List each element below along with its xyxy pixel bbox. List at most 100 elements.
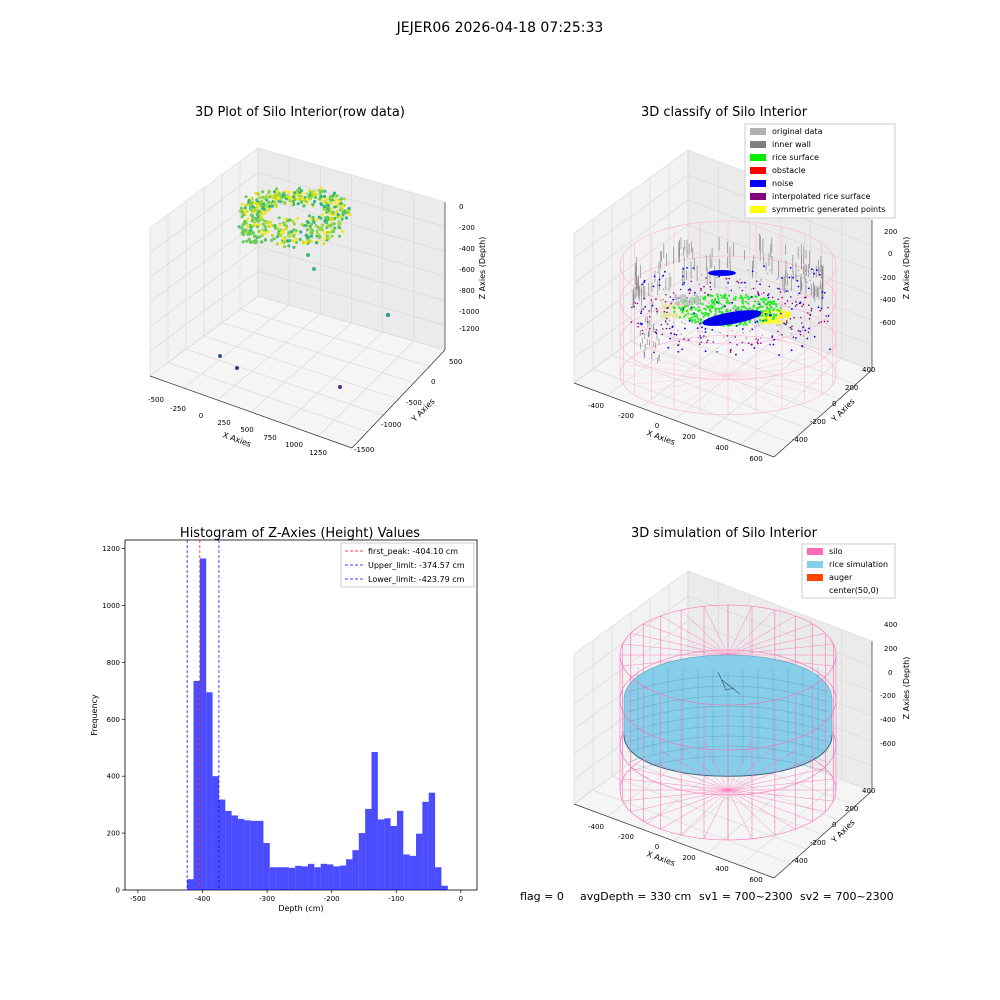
rice-surface-point [703,298,707,301]
interpolated-point [795,301,797,303]
raw-point [251,231,255,235]
raw-point [282,240,286,244]
rice-surface-point [766,302,769,306]
raw-point [340,217,344,221]
interpolated-point [748,342,750,345]
rice-surface-point [761,305,764,308]
interpolated-point [790,296,792,298]
noise-point [681,283,684,286]
silo-spoke [727,374,833,386]
noise-point [735,353,737,356]
simulation-y-tick: 400 [862,787,875,795]
raw-point [319,202,323,206]
raw-x-tick: 0 [199,412,203,420]
legend-label: inner wall [772,140,811,149]
rice-surface-point [766,307,770,310]
noise-point [731,301,734,304]
rice-surface-point [758,305,761,309]
raw-point [291,233,295,237]
noise-point [686,267,688,269]
raw-point [306,221,310,225]
raw-point [248,240,252,244]
interpolated-point [647,321,649,323]
interpolated-point [736,280,738,283]
interpolated-point [699,335,701,337]
rice-surface-point [744,300,748,303]
raw-point [295,188,299,193]
silo-roof-spoke [703,606,729,656]
noise-point [699,322,701,325]
original-data-point [674,296,677,299]
symmetric-point [775,321,778,324]
raw-point [311,202,315,207]
simulation-x-tick: 200 [682,854,695,862]
histogram-y-axis-label: Frequency [90,694,99,736]
original-data-point [745,281,748,284]
raw-x-tick: 750 [263,434,276,442]
interpolated-point [703,285,705,288]
histogram-bar [396,810,404,890]
raw-point [339,202,343,206]
simulation-y-tick: -400 [792,857,808,865]
rice-surface-point [734,295,737,298]
raw-point [308,188,312,192]
interpolated-point [786,320,788,322]
silo-floor-spoke [643,789,729,822]
interpolated-point [808,317,811,320]
raw-x-tick: 1000 [285,441,303,449]
raw-point [310,222,314,226]
original-data-point [781,304,783,306]
raw-point [332,222,336,226]
silo-spoke [727,374,783,410]
rice-surface-point [774,314,778,317]
interpolated-point [781,334,783,336]
classify-legend: original data inner wall rice surface ob… [744,123,896,219]
rice-surface-point [710,304,713,307]
original-data-point [784,288,787,291]
raw-point [244,212,248,216]
legend-label: first_peak: -404.10 cm [368,547,458,556]
original-data-point [724,277,727,280]
rice-surface-point [773,302,776,305]
original-data-point [805,270,807,273]
rice-surface-point [690,313,693,316]
interpolated-point [811,307,813,310]
interpolated-point [779,291,782,293]
raw-point [315,232,320,236]
interpolated-point [741,289,744,292]
original-data-point [702,336,705,339]
raw-point [348,213,352,217]
legend-label: center(50,0) [829,586,879,595]
rice-surface-point [717,297,720,300]
raw-point [275,235,280,239]
noise-point [811,268,813,271]
raw-point [249,201,254,205]
symmetric-point [768,317,771,320]
raw-point [330,234,334,238]
noise-point [701,326,703,329]
interpolated-point [650,299,653,301]
interpolated-point [736,344,738,346]
raw-point [308,197,312,201]
silo-ring-front [619,699,837,751]
silo-ring-front [619,789,837,841]
raw-point [338,226,342,230]
original-data-point [669,273,671,275]
interpolated-point [675,334,678,336]
interpolated-point [757,339,759,341]
interpolated-point [669,327,671,330]
interpolated-point [786,300,789,302]
interpolated-point [698,343,701,346]
rice-surface-point [697,320,700,323]
rice-surface-point [721,296,724,299]
noise-point [771,335,774,337]
interpolated-point [649,327,651,330]
rice-surface-point [678,306,681,309]
interpolated-point [757,292,760,295]
rice-surface-point [716,293,719,296]
raw-point [298,237,302,241]
raw-point [305,192,309,196]
raw-point [268,207,272,211]
raw-point [305,197,309,201]
histogram-bar [358,833,366,890]
